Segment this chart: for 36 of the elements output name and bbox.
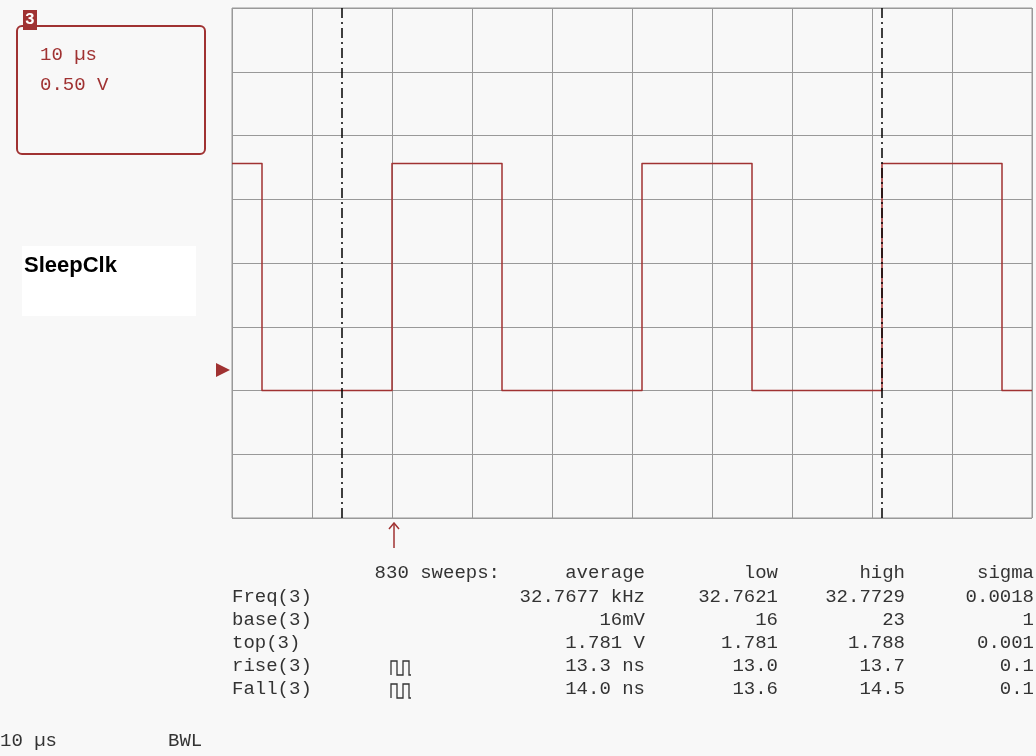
text: high xyxy=(859,562,905,584)
text: 0.1 xyxy=(999,678,1034,700)
text: 13.3 ns xyxy=(565,655,645,677)
text: 1.781 xyxy=(720,632,778,654)
text: sigma xyxy=(976,562,1034,584)
text: Freq(3) xyxy=(232,586,312,608)
text: 3 xyxy=(23,10,37,30)
text: Fall(3) xyxy=(232,678,312,700)
text: 0.50 V xyxy=(40,74,109,96)
text: 23 xyxy=(882,609,905,631)
text: 0.1 xyxy=(999,655,1034,677)
text: 14.5 xyxy=(859,678,905,700)
text: base(3) xyxy=(232,609,312,631)
text: 16mV xyxy=(599,609,645,631)
text: 32.7729 xyxy=(825,586,905,608)
text: low xyxy=(743,562,778,584)
text: SleepClk xyxy=(24,252,117,278)
text: 13.6 xyxy=(732,678,778,700)
text: 1.781 V xyxy=(565,632,645,654)
text: 32.7621 xyxy=(698,586,778,608)
text: average xyxy=(565,562,645,584)
text: 13.7 xyxy=(859,655,905,677)
text: rise(3) xyxy=(232,655,312,677)
text: 1 xyxy=(1022,609,1034,631)
text: 830 sweeps: xyxy=(374,562,500,584)
text: top(3) xyxy=(232,632,301,654)
text: 32.7677 kHz xyxy=(519,586,645,608)
text: 14.0 ns xyxy=(565,678,645,700)
text: 10 µs xyxy=(0,730,58,752)
text: 13.0 xyxy=(732,655,778,677)
text: 1.788 xyxy=(847,632,905,654)
text: BWL xyxy=(168,730,203,752)
text: 0.0018 xyxy=(965,586,1034,608)
text: 10 µs xyxy=(40,44,98,66)
text: 0.001 xyxy=(976,632,1034,654)
text: 16 xyxy=(755,609,778,631)
